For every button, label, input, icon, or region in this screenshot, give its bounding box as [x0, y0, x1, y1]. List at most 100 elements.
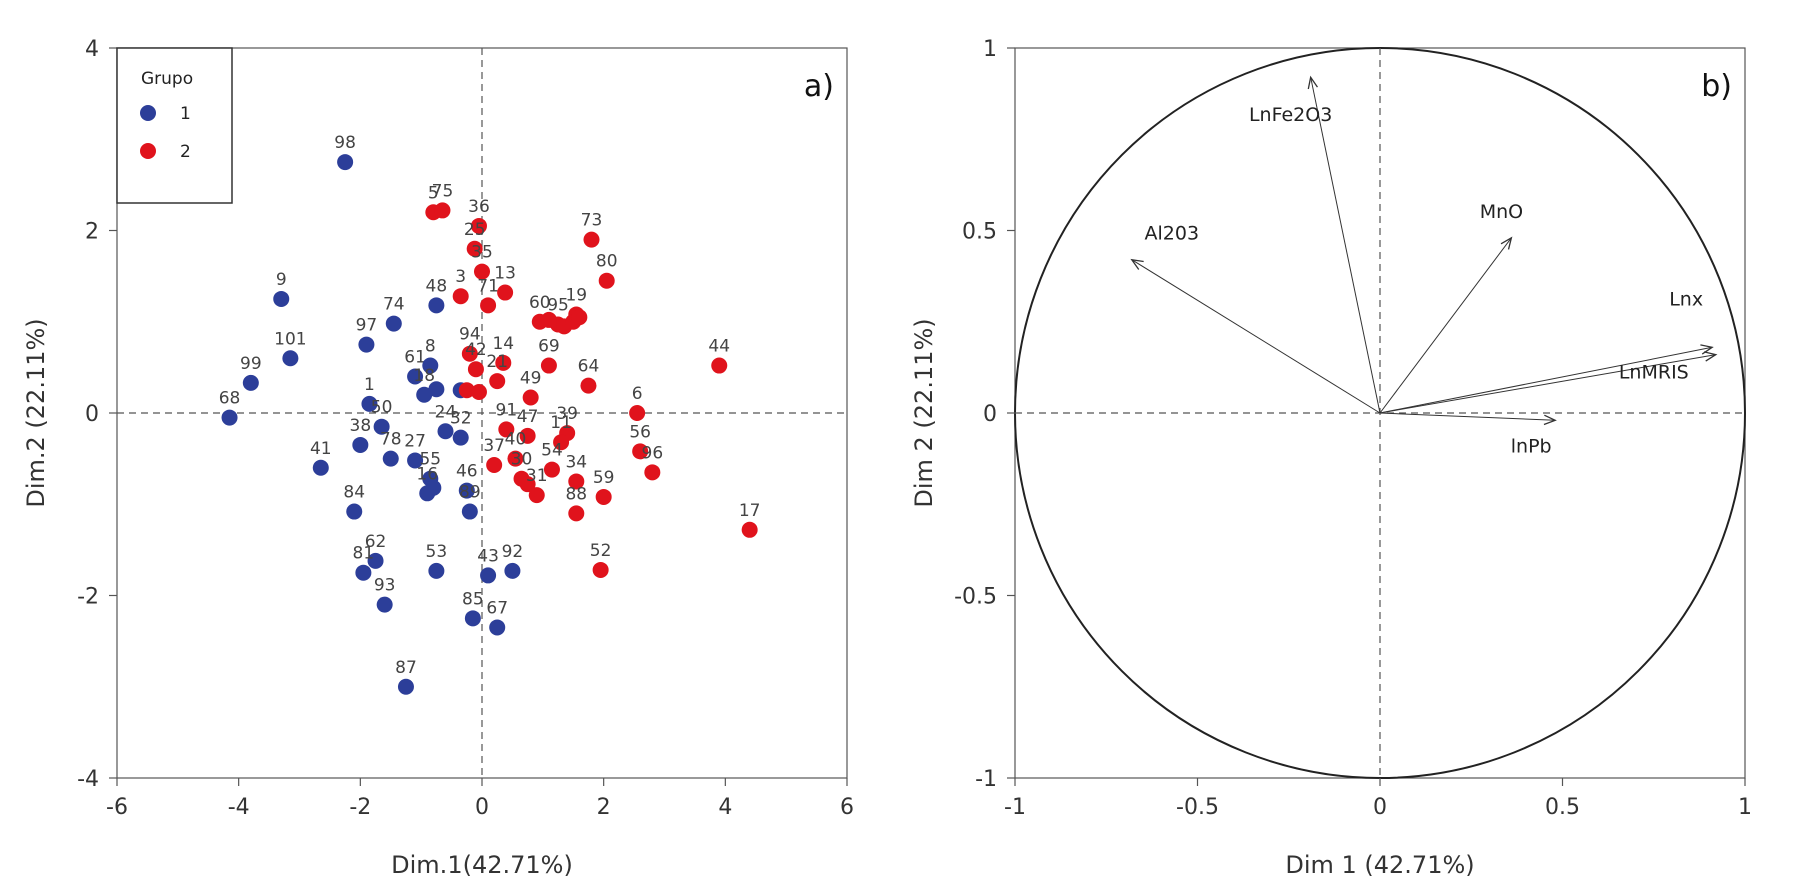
scatter-point-label: 96	[642, 443, 664, 463]
scatter-y-tick-label: 2	[85, 220, 99, 245]
scatter-point-group-2	[474, 263, 490, 280]
circle-x-tick-label: -0.5	[1176, 795, 1219, 820]
scatter-point-label: 68	[219, 389, 241, 409]
scatter-point-group-1	[376, 596, 393, 613]
scatter-point-label: 80	[596, 252, 618, 272]
scatter-panel-tag: a)	[804, 69, 834, 104]
circle-y-tick-label: 0	[983, 402, 997, 427]
scatter-point-label: 19	[565, 285, 587, 305]
scatter-point-label: 37	[483, 436, 505, 456]
scatter-point-label: 24	[435, 402, 457, 422]
vector-arrow-MnO	[1379, 237, 1512, 414]
variable-vectors: LnFe2O3 Al203 MnO Lnx LnMRIS lnPb	[1130, 75, 1718, 457]
vector-arrowhead-lnPb	[1543, 414, 1557, 426]
scatter-point-group-2	[497, 284, 514, 301]
scatter-point-label: 34	[565, 452, 587, 472]
scatter-point-group-2	[466, 240, 483, 257]
scatter-point-label: 81	[353, 544, 375, 564]
scatter-point-group-2	[540, 357, 557, 374]
scatter-point-group-2	[489, 373, 506, 390]
circle-y-axis-title: Dim 2 (22.11%)	[910, 318, 938, 507]
scatter-point-label: 3	[455, 267, 466, 287]
scatter-point-group-1	[361, 395, 378, 412]
scatter-x-tick-label: -2	[349, 795, 371, 820]
scatter-point-label: 32	[450, 409, 472, 429]
scatter-point-label: 94	[459, 325, 481, 345]
scatter-point-group-2	[452, 288, 469, 305]
legend-box	[116, 47, 233, 204]
scatter-y-axis-title: Dim.2 (22.11%)	[22, 318, 50, 507]
scatter-point-group-1	[221, 409, 238, 426]
scatter-point-label: 35	[471, 243, 493, 263]
vector-arrowhead-LnMRIS	[1703, 351, 1718, 362]
circle-panel-tag: b)	[1701, 69, 1732, 104]
scatter-point-label: 60	[529, 293, 551, 313]
scatter-point-label: 84	[343, 483, 365, 503]
scatter-point-label: 50	[371, 398, 393, 418]
scatter-point-label: 85	[462, 589, 484, 609]
legend-label-group-2: 2	[180, 142, 191, 162]
vector-arrow-lnPb	[1379, 412, 1556, 421]
scatter-point-group-2	[434, 202, 451, 219]
scatter-point-group-2	[543, 461, 560, 478]
scatter-point-group-2	[507, 450, 524, 467]
circle-x-axis-title: Dim 1 (42.71%)	[1285, 851, 1474, 879]
scatter-point-group-1	[425, 479, 442, 496]
vector-label-LnMRIS: LnMRIS	[1619, 362, 1689, 384]
scatter-point-group-1	[273, 290, 290, 307]
scatter-point-label: 87	[395, 658, 417, 678]
scatter-point-label: 59	[593, 468, 615, 488]
vector-arrowhead-MnO	[1500, 236, 1513, 250]
scatter-point-group-1	[382, 450, 399, 467]
scatter-point-group-1	[358, 336, 375, 353]
scatter-point-group-2	[644, 464, 661, 481]
scatter-point-label: 1	[364, 375, 375, 395]
vector-arrow-Al203	[1131, 259, 1381, 414]
vector-label-LnFe2O3: LnFe2O3	[1249, 104, 1332, 126]
scatter-y-tick-label: -4	[77, 767, 99, 792]
scatter-point-label: 17	[739, 501, 761, 521]
scatter-point-group-1	[437, 423, 454, 440]
scatter-point-label: 54	[541, 441, 563, 461]
circle-x-tick-label: 1	[1738, 795, 1752, 820]
scatter-point-label: 13	[494, 264, 516, 284]
scatter-point-label: 31	[526, 466, 548, 486]
scatter-point-group-1	[352, 436, 369, 453]
scatter-point-group-2	[553, 434, 570, 451]
vector-arrow-LnMRIS	[1379, 354, 1716, 414]
scatter-point-label: 92	[502, 542, 524, 562]
scatter-point-label: 67	[486, 598, 508, 618]
scatter-point-label: 18	[413, 366, 435, 386]
vector-arrowhead-Al203	[1130, 258, 1144, 270]
scatter-point-group-1	[407, 452, 424, 469]
vector-label-Lnx: Lnx	[1669, 288, 1703, 310]
scatter-point-group-1	[489, 619, 506, 636]
scatter-point-label: 42	[465, 340, 487, 360]
scatter-point-group-2	[519, 427, 536, 444]
legend-label-group-1: 1	[180, 104, 191, 124]
scatter-point-group-2	[580, 377, 597, 394]
scatter-point-label: 64	[578, 357, 600, 377]
scatter-point-group-2	[540, 311, 557, 328]
scatter-point-group-2	[528, 487, 545, 504]
scatter-point-group-1	[452, 429, 469, 446]
scatter-point-group-1	[367, 552, 384, 569]
scatter-point-label: 30	[511, 450, 533, 470]
scatter-point-group-1	[428, 297, 445, 314]
scatter-point-label: 40	[505, 430, 527, 450]
scatter-point-group-2	[629, 405, 646, 421]
scatter-x-tick-label: 4	[718, 795, 732, 820]
correlation-circle-panel: -1 -0.5 0 0.5 1-1-0.500.51 LnFe2O3Al203MnOLn…	[910, 37, 1752, 879]
scatter-point-label: 97	[356, 316, 378, 336]
scatter-point-group-1	[464, 610, 481, 627]
scatter-point-group-1	[355, 564, 372, 581]
scatter-point-label: 8	[425, 337, 436, 357]
scatter-point-label: 71	[477, 276, 499, 296]
vector-arrowhead-LnFe2O3	[1307, 75, 1318, 90]
scatter-point-label: 43	[477, 546, 499, 566]
scatter-point-group-2	[741, 521, 758, 538]
scatter-point-label: 52	[590, 541, 612, 561]
circle-x-tick-label: -1	[1004, 795, 1026, 820]
